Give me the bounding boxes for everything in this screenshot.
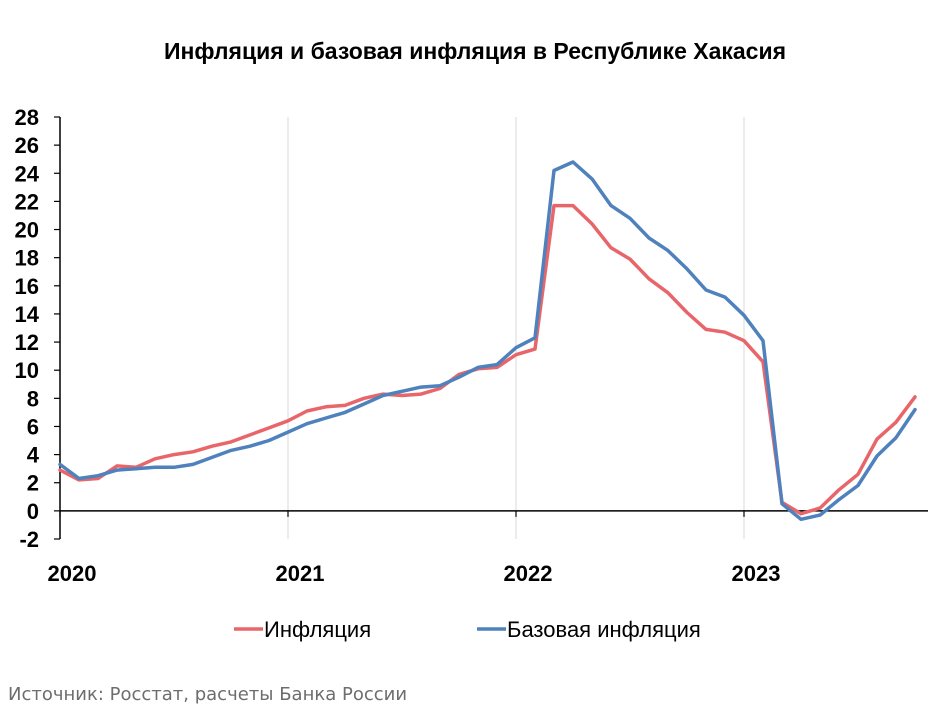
y-tick-label: 6 [27,414,39,439]
y-tick-label: 4 [27,443,40,468]
chart-title: Инфляция и базовая инфляция в Республике… [163,38,787,64]
legend-label: Инфляция [264,617,371,642]
y-tick-label: 16 [15,274,39,299]
vertical-grid [287,117,745,539]
y-tick-label: 8 [27,386,39,411]
legend: Инфляция Базовая инфляция [234,617,701,642]
y-tick-label: 24 [15,161,40,186]
x-tick-label-2021: 2021 [276,561,325,586]
x-tick-label-2023: 2023 [732,561,781,586]
y-tick-label: 20 [15,218,39,243]
y-tick-label: 12 [15,330,39,355]
y-tick-label: 2 [27,471,39,496]
y-tick-label: -2 [19,527,39,552]
source-note: Источник: Росстат, расчеты Банка России [8,684,408,705]
legend-label: Базовая инфляция [507,617,701,642]
y-tick-label: 10 [15,358,39,383]
x-tick-label-2022: 2022 [504,561,553,586]
x-axis-ticks: 2020 2021 2022 2023 [48,510,781,586]
series-lines [58,160,917,522]
x-tick-label-2020: 2020 [48,561,97,586]
series-line-inflation [58,203,917,516]
y-tick-label: 18 [15,246,39,271]
y-tick-label: 14 [15,302,40,327]
y-tick-label: 26 [15,133,39,158]
y-tick-label: 28 [15,105,39,130]
y-tick-label: 22 [15,189,39,214]
y-tick-label: 0 [27,499,39,524]
series-line-core-inflation [58,160,917,522]
